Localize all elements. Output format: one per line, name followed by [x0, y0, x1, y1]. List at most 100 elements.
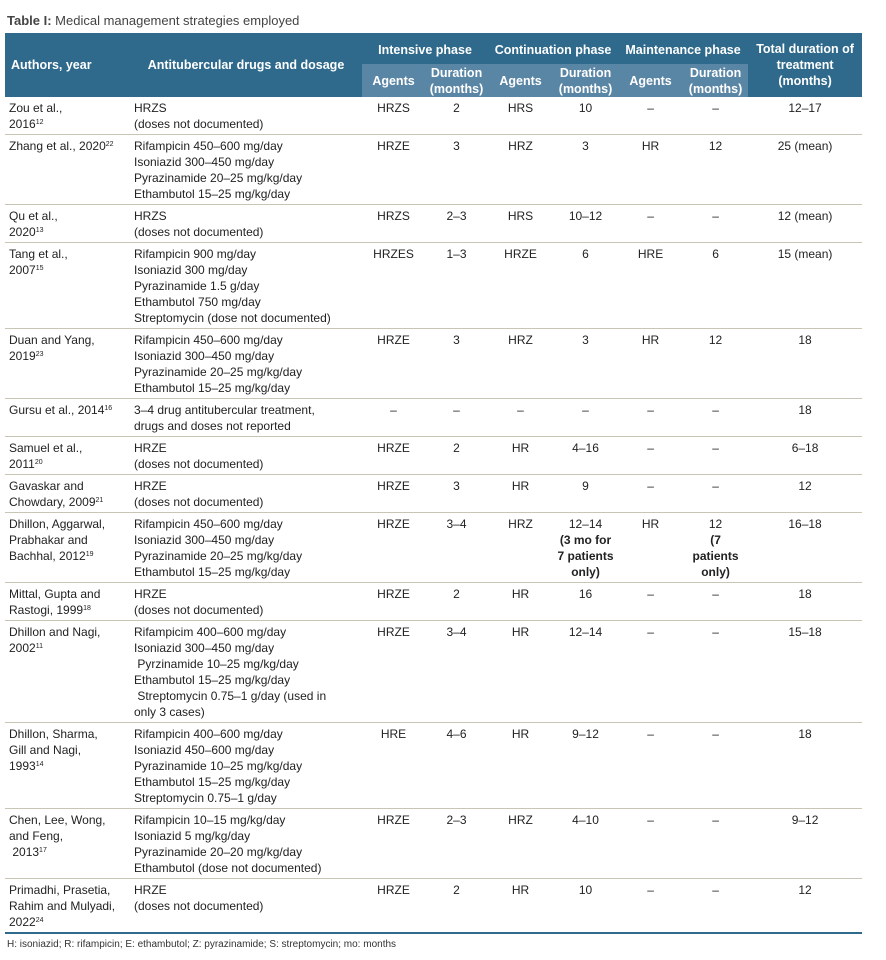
reference-number: 16: [104, 405, 113, 412]
cell-note: only): [701, 565, 730, 579]
drug-line: Rifampicin 400–600 mg/day: [134, 727, 283, 741]
maintenance-agents: HR: [641, 333, 660, 347]
intensive-agents-cell: HRZE: [362, 878, 425, 934]
author-line: and Feng,: [9, 829, 64, 843]
author-line: 199314: [9, 758, 127, 774]
author-line: Bachhal, 201219: [9, 548, 127, 564]
intensive-duration: 2–3: [446, 209, 467, 223]
maintenance-agents: –: [647, 101, 654, 115]
maintenance-duration: –: [712, 587, 719, 601]
author-line: 202013: [9, 224, 127, 240]
table-row: Zhang et al., 202022 Rifampicin 450–600 m…: [5, 134, 863, 205]
continuation-agents-cell: HRZ: [488, 512, 554, 583]
drug-line: Ethambutol 15–25 mg/kg/day: [134, 565, 291, 579]
author-line: Rastogi, 199918: [9, 602, 127, 618]
reference-number: 22: [105, 141, 114, 148]
maintenance-agents: HRE: [637, 247, 664, 261]
total-duration: 16–18: [788, 517, 822, 531]
drugs-cell: HRZE (doses not documented): [130, 582, 362, 621]
maintenance-agents: –: [647, 403, 654, 417]
maintenance-agents-cell: –: [618, 398, 684, 437]
intensive-duration: 3–4: [446, 517, 467, 531]
maintenance-duration-cell: 12: [683, 134, 749, 205]
maintenance-duration-cell: –: [683, 436, 749, 475]
maintenance-duration-cell: –: [683, 878, 749, 934]
maintenance-agents: –: [647, 209, 654, 223]
continuation-agents-cell: HR: [488, 620, 554, 723]
continuation-duration-cell: 12–14 (3 mo for 7 patients only): [553, 512, 619, 583]
drugs-cell: 3–4 drug antitubercular treatment, drugs …: [130, 398, 362, 437]
drug-line: Rifampicin 450–600 mg/day: [134, 139, 283, 153]
author-cell: Zhang et al., 202022: [5, 134, 130, 205]
continuation-agents: –: [517, 403, 524, 417]
continuation-agents-cell: HR: [488, 722, 554, 809]
author-line: Duan and Yang,: [9, 333, 95, 347]
drug-line: Isoniazid 300–450 mg/day: [134, 349, 275, 363]
drug-line: Isoniazid 300–450 mg/day: [134, 641, 275, 655]
drug-line: Rifampicin 450–600 mg/day: [134, 517, 283, 531]
maintenance-duration-cell: –: [683, 620, 749, 723]
author-line: Tang et al.,: [9, 247, 68, 261]
maintenance-agents-cell: –: [618, 808, 684, 879]
drug-line: only 3 cases): [134, 705, 205, 719]
table-row: Duan and Yang, 201923 Rifampicin 450–600 m…: [5, 328, 863, 399]
maintenance-duration-cell: –: [683, 97, 749, 135]
continuation-duration: 9: [582, 479, 589, 493]
intensive-duration-cell: 3–4: [425, 620, 489, 723]
author-text: Zhang et al., 2020: [9, 139, 106, 153]
continuation-duration: 4–16: [572, 441, 599, 455]
continuation-agents: HR: [511, 883, 530, 897]
author-text: 2002: [9, 641, 36, 655]
total-duration-cell: 18: [748, 328, 863, 399]
header-intensive-agents: Agents: [362, 64, 425, 97]
intensive-duration: 3: [453, 479, 460, 493]
continuation-duration-cell: 3: [553, 134, 619, 205]
continuation-agents: HRZ: [508, 813, 533, 827]
total-duration: 12: [798, 479, 812, 493]
drug-line: (doses not documented): [134, 899, 264, 913]
drug-line: Ethambutol 750 mg/day: [134, 295, 261, 309]
author-line: Dhillon, Sharma,: [9, 727, 98, 741]
drug-line: (doses not documented): [134, 457, 264, 471]
drugs-cell: Rifampicin 450–600 mg/day Isoniazid 300–4…: [130, 512, 362, 583]
maintenance-agents-cell: HR: [618, 328, 684, 399]
cell-note: (7: [710, 533, 721, 547]
intensive-duration: 3: [453, 139, 460, 153]
maintenance-duration: –: [712, 441, 719, 455]
continuation-agents-cell: HRS: [488, 204, 554, 243]
total-duration-cell: 18: [748, 582, 863, 621]
drug-line: Isoniazid 300–450 mg/day: [134, 533, 275, 547]
continuation-agents-cell: HR: [488, 474, 554, 513]
drug-line: Pyrazinamide 1.5 g/day: [134, 279, 260, 293]
table-row: Chen, Lee, Wong, and Feng, 201317 Rifampic…: [5, 808, 863, 879]
intensive-duration: 3: [453, 333, 460, 347]
maintenance-duration: 12: [708, 517, 723, 531]
maintenance-duration: –: [712, 883, 719, 897]
maintenance-agents: –: [647, 813, 654, 827]
intensive-duration: 2: [453, 101, 460, 115]
intensive-duration-cell: 1–3: [425, 242, 489, 329]
author-text: 2016: [9, 117, 36, 131]
reference-number: 24: [35, 917, 44, 924]
continuation-duration: 3: [582, 139, 589, 153]
intensive-agents: HRZS: [377, 209, 410, 223]
header-intensive-duration: Duration (months): [425, 64, 489, 97]
intensive-agents-cell: HRZE: [362, 582, 425, 621]
continuation-agents: HR: [511, 727, 530, 741]
maintenance-duration-cell: 12 (7 patients only): [683, 512, 749, 583]
maintenance-agents: HR: [641, 517, 660, 531]
author-cell: Samuel et al., 201120: [5, 436, 130, 475]
continuation-duration-cell: 16: [553, 582, 619, 621]
header-continuation-agents: Agents: [488, 64, 554, 97]
table-row: Dhillon, Sharma, Gill and Nagi, 199314 Rifa…: [5, 722, 863, 809]
reference-number: 14: [35, 761, 44, 768]
author-cell: Mittal, Gupta and Rastogi, 199918: [5, 582, 130, 621]
table-footnote: H: isoniazid; R: rifampicin; E: ethambut…: [7, 939, 397, 950]
drugs-cell: HRZS (doses not documented): [130, 204, 362, 243]
total-duration-cell: 12: [748, 878, 863, 934]
author-text: 2020: [9, 225, 36, 239]
continuation-duration-cell: 3: [553, 328, 619, 399]
author-line: 200211: [9, 640, 127, 656]
intensive-duration-cell: 2: [425, 878, 489, 934]
author-cell: Qu et al., 202013: [5, 204, 130, 243]
